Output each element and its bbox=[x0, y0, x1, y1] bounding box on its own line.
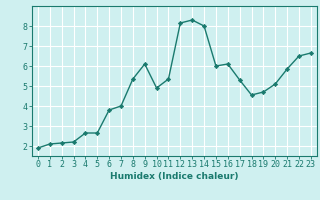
X-axis label: Humidex (Indice chaleur): Humidex (Indice chaleur) bbox=[110, 172, 239, 181]
